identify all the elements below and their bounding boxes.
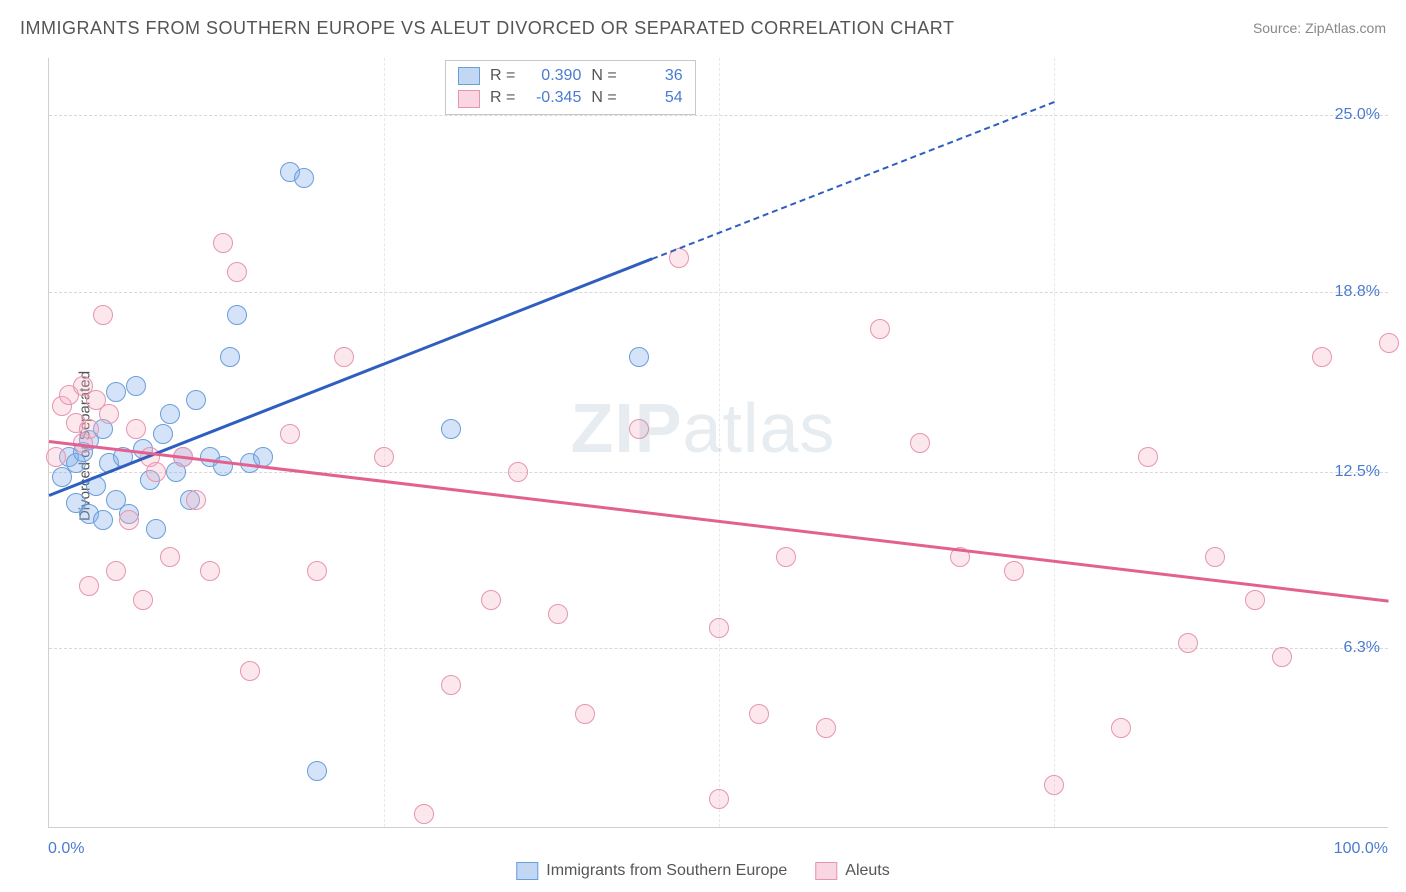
- data-point: [910, 433, 930, 453]
- data-point: [213, 456, 233, 476]
- data-point: [126, 419, 146, 439]
- plot-area: 6.3% 12.5% 18.8% 25.0%: [48, 58, 1388, 828]
- x-tick-min: 0.0%: [48, 840, 84, 858]
- data-point: [307, 761, 327, 781]
- data-point: [1205, 547, 1225, 567]
- data-point: [146, 519, 166, 539]
- data-point: [441, 419, 461, 439]
- data-point: [119, 510, 139, 530]
- data-point: [1004, 561, 1024, 581]
- legend-item-blue: Immigrants from Southern Europe: [516, 862, 787, 880]
- data-point: [1178, 633, 1198, 653]
- data-point: [200, 561, 220, 581]
- data-point: [186, 490, 206, 510]
- data-point: [46, 447, 66, 467]
- data-point: [709, 789, 729, 809]
- data-point: [749, 704, 769, 724]
- data-point: [213, 233, 233, 253]
- data-point: [93, 510, 113, 530]
- data-point: [575, 704, 595, 724]
- data-point: [294, 168, 314, 188]
- trend-line-dashed: [652, 101, 1055, 260]
- data-point: [548, 604, 568, 624]
- swatch-pink-icon: [815, 862, 837, 880]
- data-point: [280, 424, 300, 444]
- data-point: [126, 376, 146, 396]
- data-point: [153, 424, 173, 444]
- data-point: [160, 547, 180, 567]
- legend-row-pink: R = -0.345 N = 54: [458, 87, 683, 109]
- data-point: [240, 661, 260, 681]
- n-value-blue: 36: [627, 65, 683, 87]
- data-point: [870, 319, 890, 339]
- source-label: Source: ZipAtlas.com: [1253, 20, 1386, 36]
- data-point: [307, 561, 327, 581]
- data-point: [186, 390, 206, 410]
- x-tick-max: 100.0%: [1334, 840, 1388, 858]
- data-point: [629, 347, 649, 367]
- data-point: [146, 462, 166, 482]
- data-point: [1272, 647, 1292, 667]
- data-point: [79, 576, 99, 596]
- legend-item-pink: Aleuts: [815, 862, 889, 880]
- x-gridline: [384, 58, 385, 827]
- data-point: [776, 547, 796, 567]
- series-name-pink: Aleuts: [845, 862, 889, 880]
- data-point: [374, 447, 394, 467]
- r-label: R =: [490, 65, 515, 87]
- correlation-legend: R = 0.390 N = 36 R = -0.345 N = 54: [445, 60, 696, 115]
- x-gridline: [1054, 58, 1055, 827]
- data-point: [441, 675, 461, 695]
- x-gridline: [719, 58, 720, 827]
- data-point: [106, 561, 126, 581]
- data-point: [99, 404, 119, 424]
- data-point: [1312, 347, 1332, 367]
- data-point: [1245, 590, 1265, 610]
- data-point: [93, 305, 113, 325]
- y-tick-label: 12.5%: [1335, 463, 1380, 481]
- r-value-pink: -0.345: [525, 87, 581, 109]
- data-point: [414, 804, 434, 824]
- swatch-blue-icon: [458, 67, 480, 85]
- data-point: [1138, 447, 1158, 467]
- data-point: [629, 419, 649, 439]
- data-point: [227, 305, 247, 325]
- y-tick-label: 6.3%: [1344, 639, 1380, 657]
- data-point: [709, 618, 729, 638]
- data-point: [160, 404, 180, 424]
- data-point: [508, 462, 528, 482]
- n-value-pink: 54: [627, 87, 683, 109]
- series-legend: Immigrants from Southern Europe Aleuts: [516, 862, 889, 880]
- data-point: [220, 347, 240, 367]
- data-point: [816, 718, 836, 738]
- legend-row-blue: R = 0.390 N = 36: [458, 65, 683, 87]
- data-point: [227, 262, 247, 282]
- swatch-blue-icon: [516, 862, 538, 880]
- data-point: [334, 347, 354, 367]
- n-label: N =: [591, 87, 616, 109]
- data-point: [133, 590, 153, 610]
- data-point: [106, 382, 126, 402]
- chart-title: IMMIGRANTS FROM SOUTHERN EUROPE VS ALEUT…: [20, 18, 954, 39]
- y-tick-label: 25.0%: [1335, 106, 1380, 124]
- series-name-blue: Immigrants from Southern Europe: [546, 862, 787, 880]
- r-label: R =: [490, 87, 515, 109]
- swatch-pink-icon: [458, 90, 480, 108]
- n-label: N =: [591, 65, 616, 87]
- data-point: [481, 590, 501, 610]
- data-point: [1379, 333, 1399, 353]
- data-point: [1111, 718, 1131, 738]
- r-value-blue: 0.390: [525, 65, 581, 87]
- data-point: [1044, 775, 1064, 795]
- data-point: [79, 419, 99, 439]
- y-tick-label: 18.8%: [1335, 283, 1380, 301]
